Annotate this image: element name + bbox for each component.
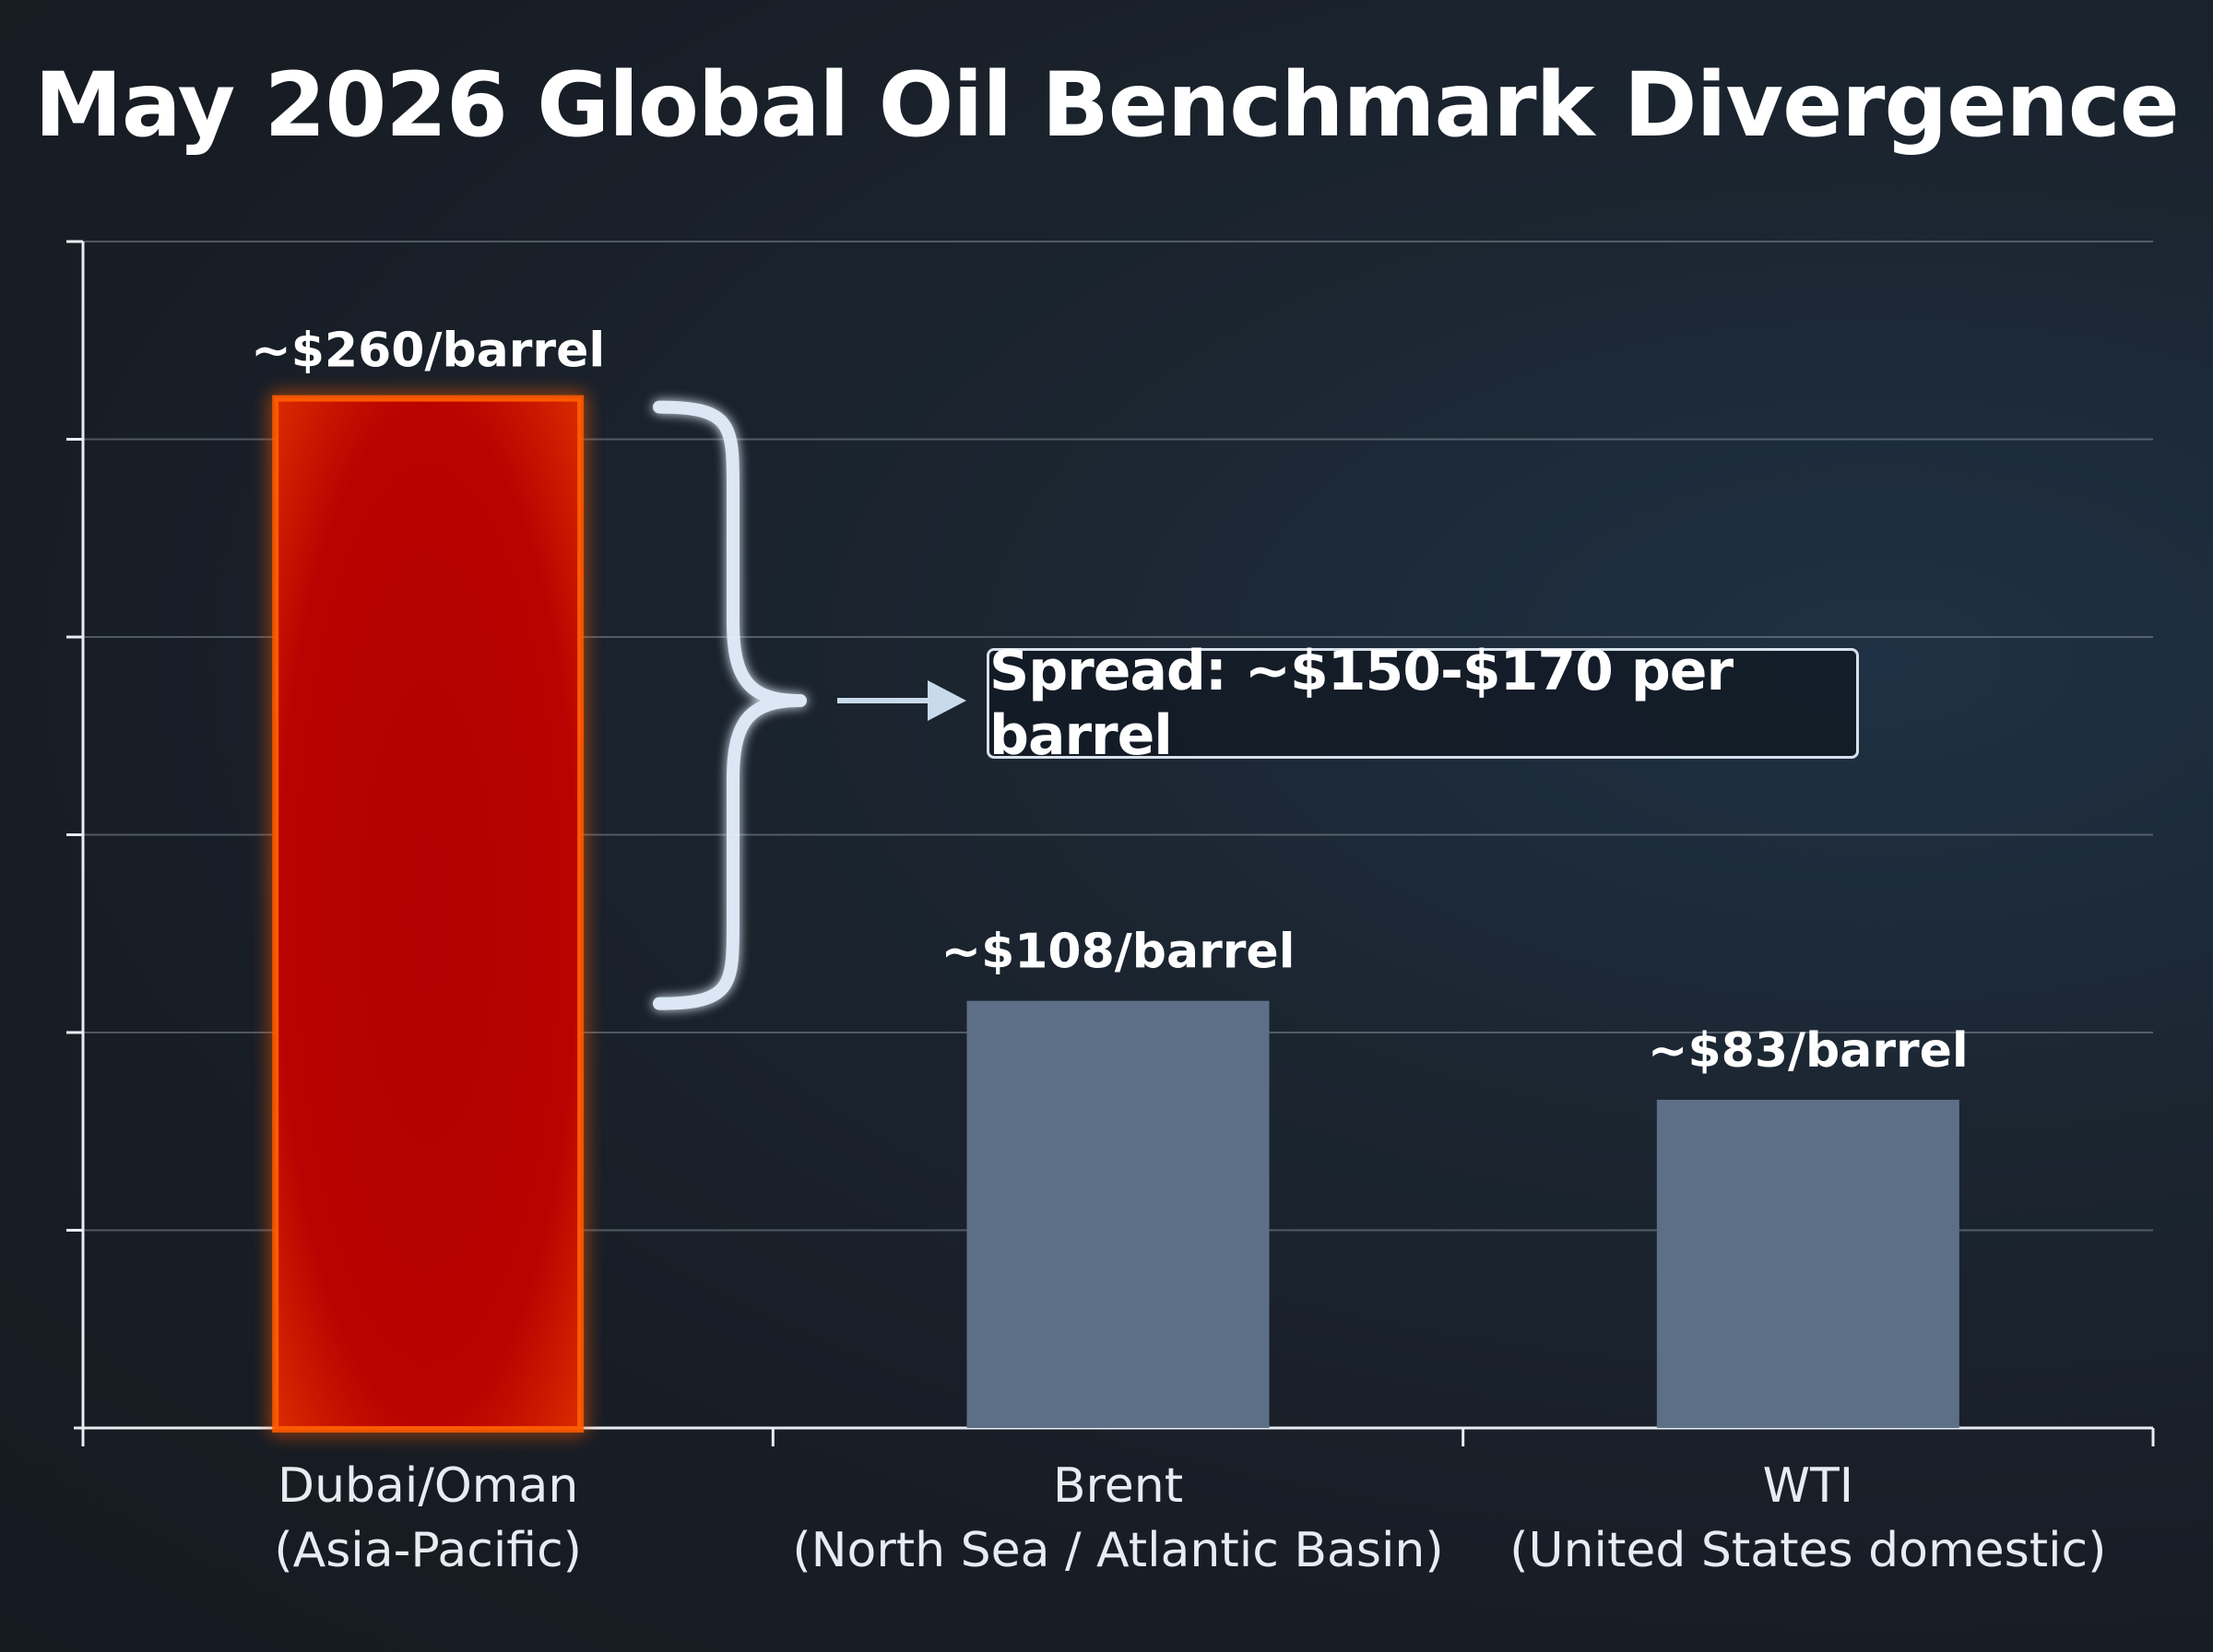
bar-brent [966,1000,1270,1428]
spread-annotation: Spread: ~$150-$170 per barrel [987,639,1859,768]
spread-bracket [653,400,807,1010]
arrow-head [928,680,966,721]
x-tick-label: (United States domestic) [1509,1523,2106,1578]
data-label: ~$260/barrel [251,324,605,379]
x-tick-label: Dubai/Oman [278,1458,578,1514]
bar-wti [1656,1099,1959,1428]
bar-dubai-oman [275,397,582,1431]
x-tick-label: (Asia-Pacific) [274,1523,582,1578]
data-label: ~$108/barrel [941,925,1296,980]
data-label: ~$83/barrel [1648,1023,1969,1079]
x-tick-label: Brent [1053,1458,1183,1514]
x-tick-label: (North Sea / Atlantic Basin) [792,1523,1443,1578]
chart-title: May 2026 Global Oil Benchmark Divergence [34,53,2179,157]
x-tick-label: WTI [1763,1458,1854,1514]
